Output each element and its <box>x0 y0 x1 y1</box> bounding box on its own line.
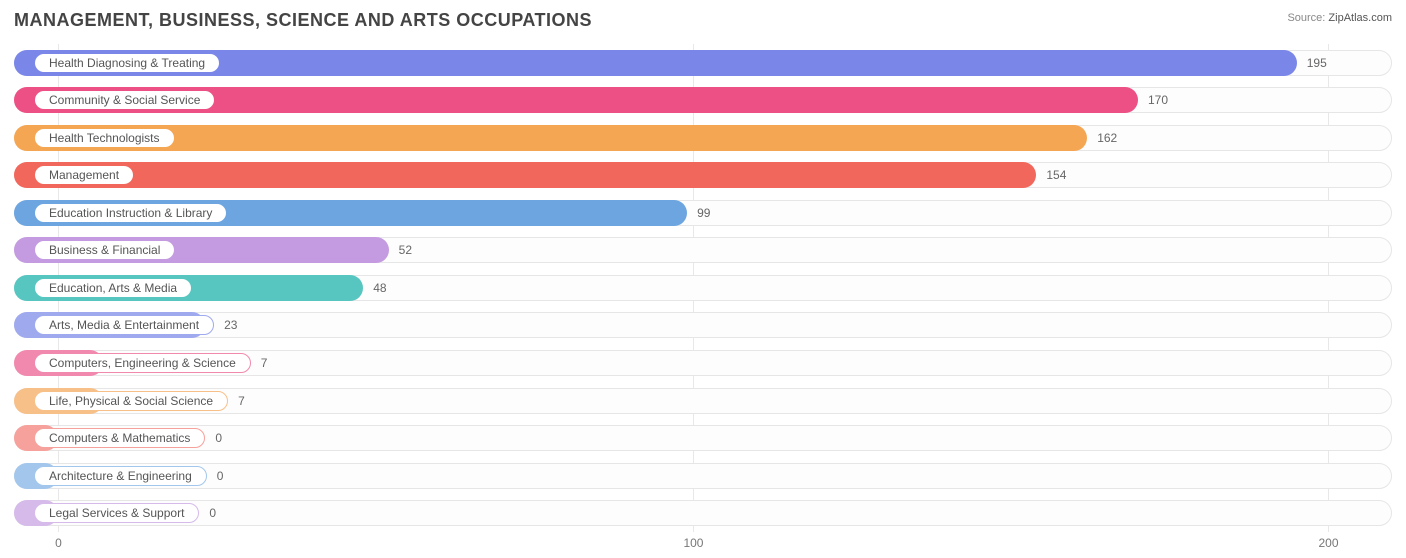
bar-value-text: 48 <box>373 281 386 295</box>
bar-label: Management <box>34 165 134 185</box>
chart-area: Health Diagnosing & Treating 195 Community… <box>14 44 1392 532</box>
x-axis-tick: 200 <box>1318 536 1338 550</box>
bar-row: Education Instruction & Library 99 <box>14 194 1392 232</box>
bar-label: Computers, Engineering & Science <box>34 353 251 373</box>
bar-value-text: 170 <box>1148 93 1168 107</box>
source-attribution: Source: ZipAtlas.com <box>1287 12 1392 24</box>
bar-label: Business & Financial <box>34 240 175 260</box>
bar-value <box>14 125 1087 151</box>
bar-value-text: 0 <box>217 469 224 483</box>
bar-row: Architecture & Engineering 0 <box>14 457 1392 495</box>
bar-value-text: 7 <box>238 394 245 408</box>
bar-row: Computers, Engineering & Science 7 <box>14 344 1392 382</box>
bar-row: Management 154 <box>14 157 1392 195</box>
bar-label: Health Diagnosing & Treating <box>34 53 220 73</box>
bar-value-text: 52 <box>399 243 412 257</box>
bar-label: Education, Arts & Media <box>34 278 192 298</box>
x-axis-tick: 100 <box>683 536 703 550</box>
bar-label: Architecture & Engineering <box>34 466 207 486</box>
bar-value-text: 23 <box>224 318 237 332</box>
bar-label: Computers & Mathematics <box>34 428 205 448</box>
bar-row: Life, Physical & Social Science 7 <box>14 382 1392 420</box>
bar-value-text: 7 <box>261 356 268 370</box>
bar-background <box>14 312 1392 338</box>
x-axis-tick: 0 <box>55 536 62 550</box>
bar-background <box>14 500 1392 526</box>
bar-label: Arts, Media & Entertainment <box>34 315 214 335</box>
bar-row: Arts, Media & Entertainment 23 <box>14 307 1392 345</box>
bar-row: Community & Social Service 170 <box>14 82 1392 120</box>
bar-value-text: 162 <box>1097 131 1117 145</box>
bar-value-text: 99 <box>697 206 710 220</box>
bar-value-text: 0 <box>209 506 216 520</box>
bar-row: Health Diagnosing & Treating 195 <box>14 44 1392 82</box>
source-label: Source: <box>1287 12 1325 24</box>
bar-value-text: 154 <box>1046 168 1066 182</box>
bar-label: Health Technologists <box>34 128 175 148</box>
bar-label: Life, Physical & Social Science <box>34 391 228 411</box>
chart-title: MANAGEMENT, BUSINESS, SCIENCE AND ARTS O… <box>14 10 592 31</box>
bar-label: Education Instruction & Library <box>34 203 227 223</box>
bar-row: Business & Financial 52 <box>14 232 1392 270</box>
bar-row: Health Technologists 162 <box>14 119 1392 157</box>
bar-row: Computers & Mathematics 0 <box>14 419 1392 457</box>
bar-value <box>14 162 1036 188</box>
bar-value-text: 195 <box>1307 56 1327 70</box>
bar-label: Community & Social Service <box>34 90 215 110</box>
bar-row: Legal Services & Support 0 <box>14 494 1392 532</box>
bars-container: Health Diagnosing & Treating 195 Community… <box>14 44 1392 532</box>
bar-label: Legal Services & Support <box>34 503 199 523</box>
source-site: ZipAtlas.com <box>1328 12 1392 24</box>
x-axis: 0 100 200 <box>14 536 1392 554</box>
bar-row: Education, Arts & Media 48 <box>14 269 1392 307</box>
bar-value-text: 0 <box>215 431 222 445</box>
